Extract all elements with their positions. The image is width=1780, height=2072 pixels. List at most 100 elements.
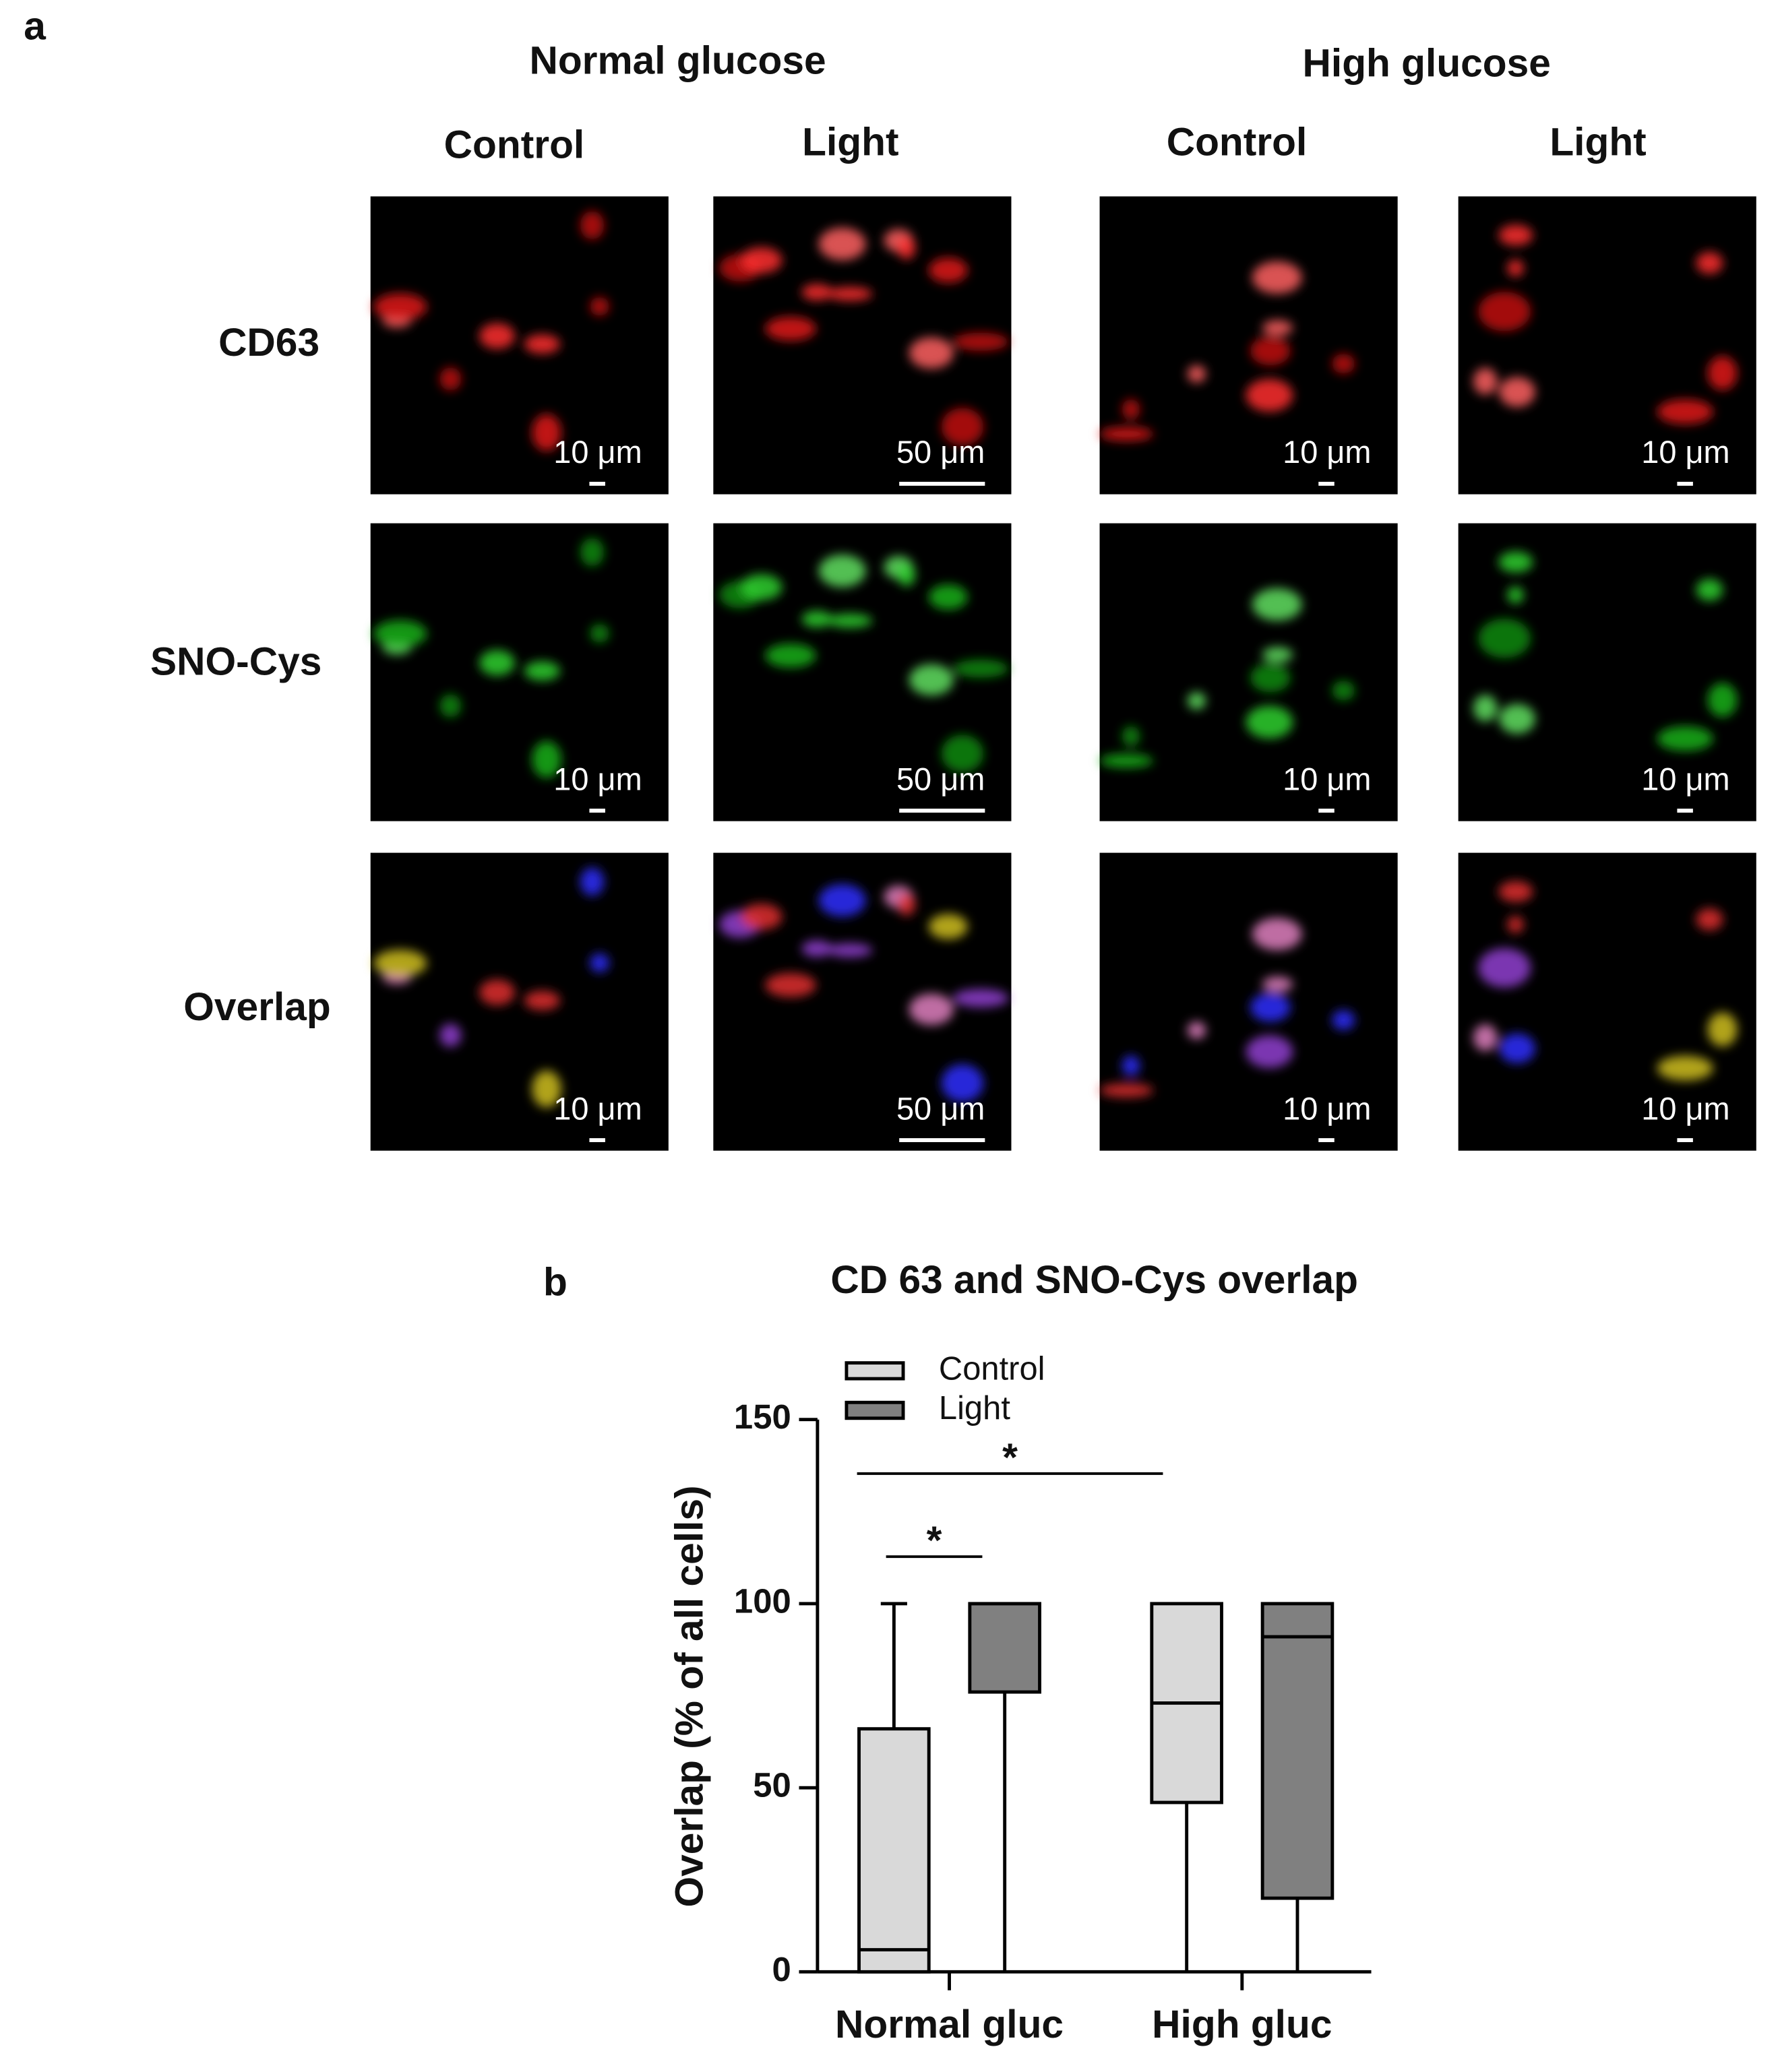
micrograph [370,196,669,495]
cell [827,286,873,301]
cell [1252,261,1302,294]
cell [1262,647,1293,663]
cell [373,949,427,977]
cell [909,337,954,369]
cell [373,293,427,321]
scale-bar-label: 10 μm [553,435,642,470]
cell [590,953,610,973]
scale-bar-label: 50 μm [896,761,985,796]
x-tick-label: Normal gluc [835,2003,1064,2046]
box [1260,1602,1334,1900]
micrograph [1458,523,1756,821]
cell [1099,1083,1154,1098]
cells [1473,224,1738,425]
scale-bar-label: 10 μm [1641,1091,1729,1126]
micrograph [1099,196,1398,495]
cell [524,661,561,681]
cell [941,408,984,446]
cell [1332,681,1355,701]
cell [1498,551,1533,573]
cell [1262,976,1293,993]
cell [1099,753,1154,768]
cell [1696,908,1723,931]
y-tick-label: 0 [772,1950,791,1988]
box [968,1602,1041,1694]
scale-bar-label: 10 μm [1283,1091,1371,1126]
cell [909,993,954,1026]
group-title: High glucose [1303,41,1551,85]
cell [1507,586,1524,604]
cell [952,659,1009,678]
cell [1478,948,1531,988]
cell [1122,726,1140,747]
cells [373,538,610,778]
legend-label: Light [939,1390,1010,1426]
row-label: SNO-Cys [150,639,321,683]
micrographs: 10 μm 50 μm 10 μm 10 μm 10 μm 50 μm 10 μm 10 μm… [370,196,1756,1151]
cell [439,694,462,718]
cells [1473,881,1738,1081]
cell [1707,683,1738,718]
cell [532,741,561,778]
cell [801,284,832,301]
cell [479,650,515,676]
cell [532,1070,561,1108]
cell [1252,588,1302,621]
cell [765,643,816,668]
cell [765,317,816,341]
y-tick-label: 150 [734,1398,791,1436]
cell [532,414,561,451]
cell [765,973,816,997]
cell [1262,320,1293,336]
cell [479,979,515,1005]
cell [1657,1055,1713,1081]
cell [1498,881,1533,902]
cell [897,893,916,916]
cells [719,555,1009,773]
significance-label: * [1002,1436,1018,1480]
cell [1478,619,1531,658]
column-title: Light [1549,121,1646,164]
panel-label: a [24,5,46,49]
cell [1473,1024,1498,1051]
cell [590,296,610,316]
cell [1099,427,1154,441]
cells [719,227,1009,446]
cell [439,1024,462,1047]
box-chart: b CD 63 and SNO-Cys overlap Overlap (% o… [543,1258,1372,2046]
scale-bar-label: 10 μm [553,1091,642,1126]
box [857,1727,931,1974]
micrograph [1458,852,1756,1151]
micrograph [1458,196,1756,495]
cells [1099,918,1355,1098]
micrograph [1099,523,1398,821]
cell [580,211,605,240]
significance-label: * [927,1519,942,1563]
cell [952,332,1009,351]
cell [1246,705,1293,739]
scale-bar-label: 50 μm [896,435,985,470]
scale-bar-label: 10 μm [1641,761,1729,796]
row-label: Overlap [183,985,331,1029]
cell [524,334,561,354]
scale-bar-label: 10 μm [553,761,642,796]
cell [580,867,605,896]
cells [373,867,610,1108]
cell [909,664,954,696]
cell [580,538,605,567]
legend-label: Control [939,1350,1045,1387]
cell [1657,726,1713,751]
cell [1478,292,1531,332]
legend-swatch [845,1361,905,1381]
micrograph [370,523,669,821]
panel-label: b [543,1261,567,1305]
cell [818,555,866,588]
cell [1696,579,1723,601]
cell [1499,703,1535,734]
cell [740,574,782,600]
cell [1696,251,1723,274]
cell [524,991,561,1011]
cell [1707,356,1738,390]
cell [1499,1033,1535,1063]
